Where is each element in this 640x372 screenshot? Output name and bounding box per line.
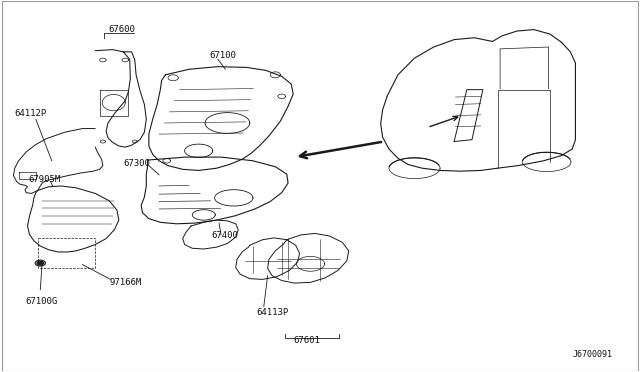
Text: 67100G: 67100G	[25, 297, 57, 306]
Text: 67400: 67400	[211, 231, 238, 240]
Polygon shape	[37, 261, 44, 265]
Text: 67300: 67300	[124, 158, 150, 168]
Text: 64113P: 64113P	[256, 308, 289, 317]
Text: 67100: 67100	[209, 51, 236, 60]
Text: 67601: 67601	[293, 336, 320, 345]
Text: J6700091: J6700091	[572, 350, 612, 359]
Text: 67600: 67600	[108, 25, 135, 34]
Text: 64112P: 64112P	[15, 109, 47, 118]
Text: 67905M: 67905M	[28, 175, 60, 184]
Text: 97166M: 97166M	[109, 278, 141, 287]
